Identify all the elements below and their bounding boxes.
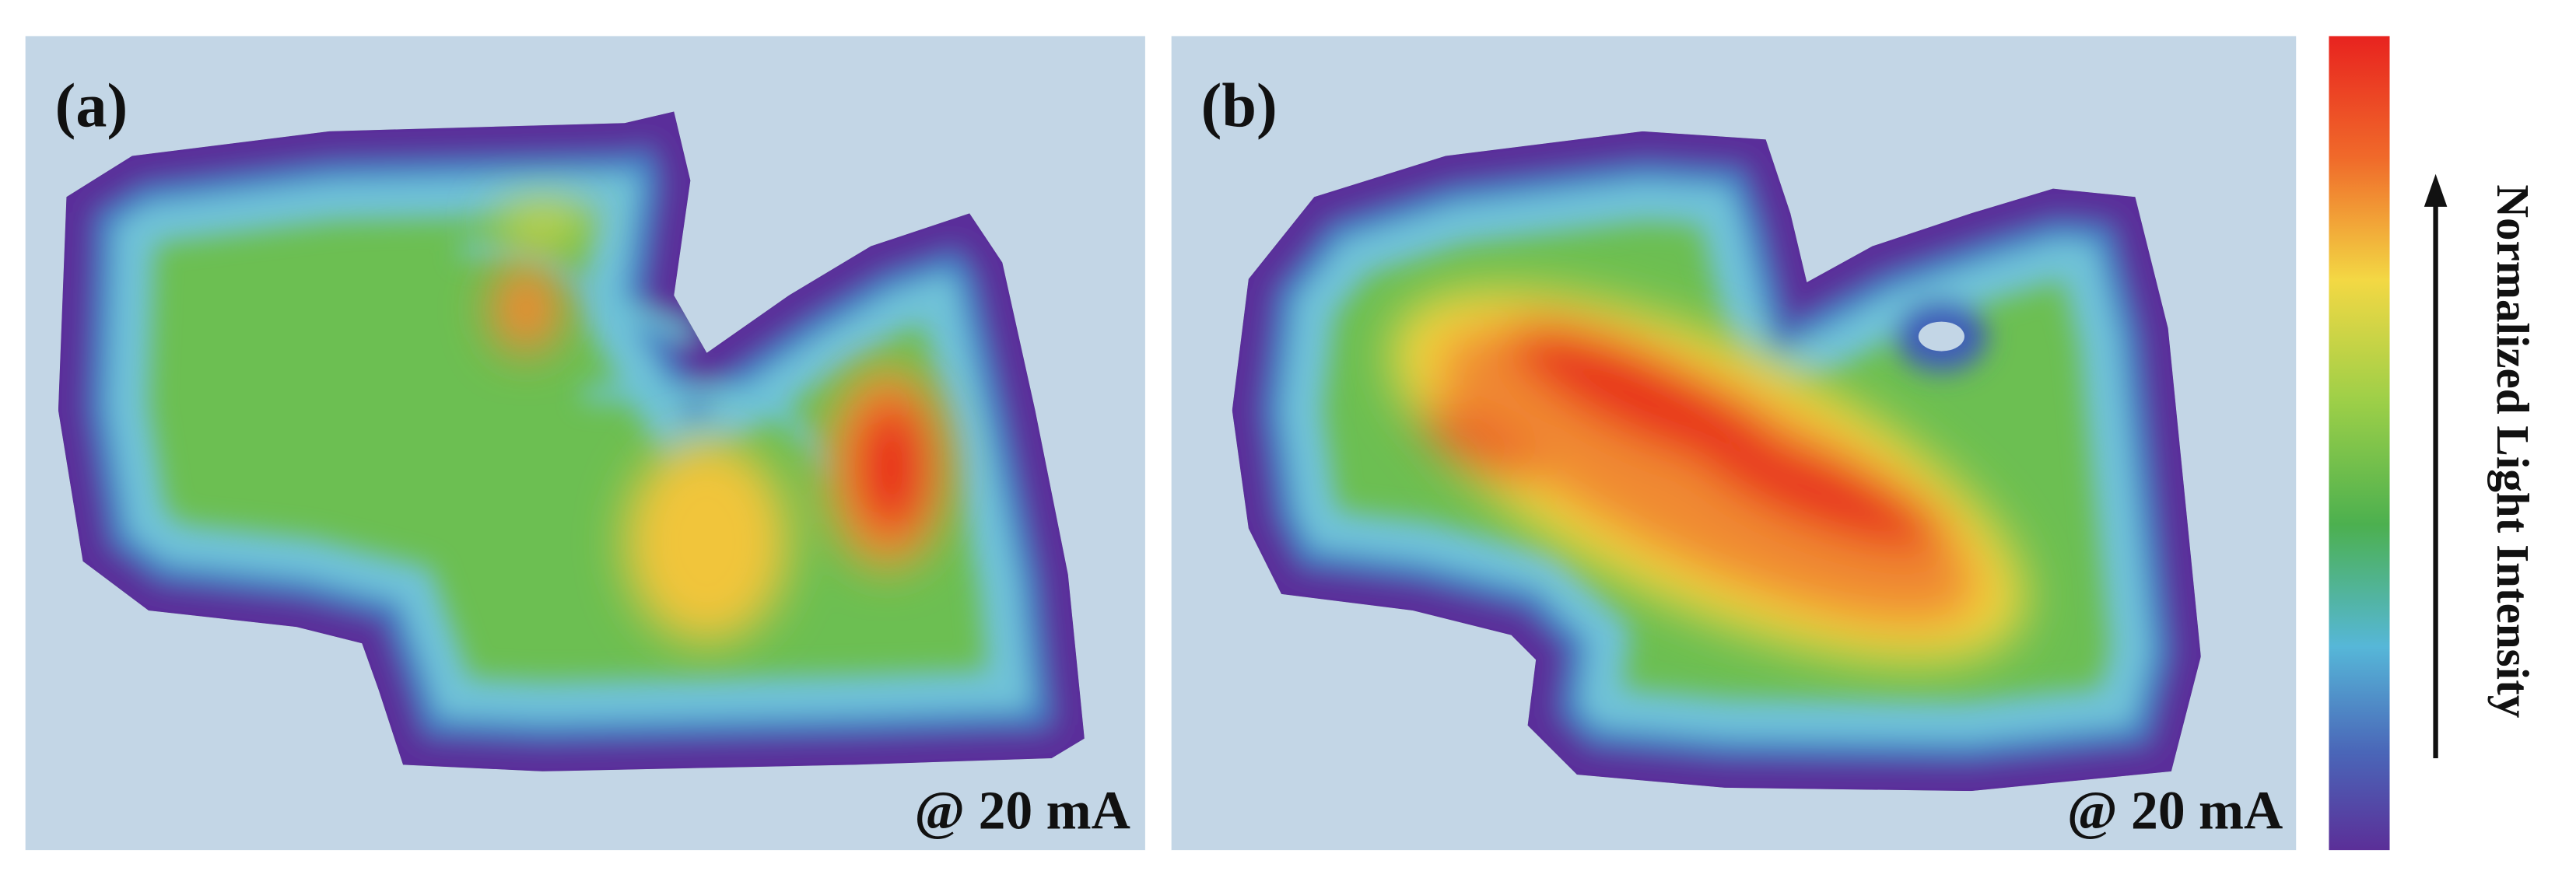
panel-annotation: @ 20 mA xyxy=(914,782,1130,841)
panel-label: (b) xyxy=(1201,72,1277,140)
panel-annotation: @ 20 mA xyxy=(2067,782,2283,841)
panel-label: (a) xyxy=(55,72,128,140)
panel-a: (a) @ 20 mA xyxy=(25,36,1145,851)
colorbar xyxy=(2329,36,2390,851)
intensity-map xyxy=(58,111,1085,771)
colorbar-title: Normalized Light Intensity xyxy=(2487,184,2539,718)
intensity-map xyxy=(1232,131,2201,791)
panel-b: (b) @ 20 mA xyxy=(1171,36,2297,851)
arrow-head xyxy=(2424,173,2448,207)
